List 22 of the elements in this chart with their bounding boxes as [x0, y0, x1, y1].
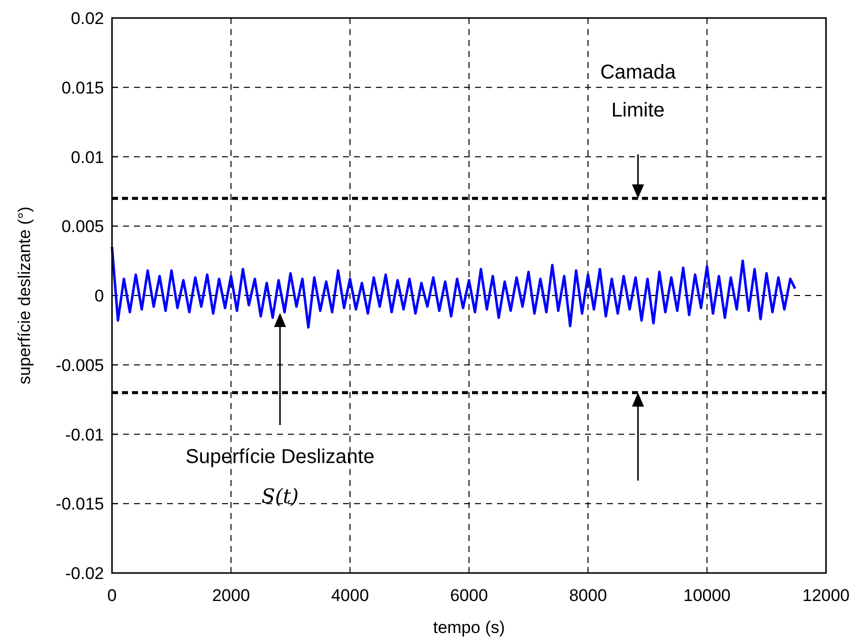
x-tick-label: 8000 [569, 586, 607, 605]
annotation: Superfície Deslizante [186, 446, 374, 468]
y-tick-label: 0.01 [70, 148, 104, 167]
y-tick-label: -0.015 [56, 494, 104, 514]
y-tick-label: 0.015 [61, 78, 104, 98]
y-tick-label: -0.005 [56, 356, 104, 375]
y-tick-label: 0.005 [61, 217, 104, 236]
x-tick-label: 12000 [802, 586, 850, 605]
x-tick-label: 6000 [450, 586, 488, 605]
x-axis-title: tempo (s) [433, 618, 505, 637]
x-tick-label: 0 [107, 586, 117, 605]
x-tick-label: 10000 [683, 586, 731, 605]
line-series [110, 246, 796, 329]
x-tick-label: 2000 [212, 586, 250, 605]
y-tick-label: -0.01 [65, 425, 104, 444]
x-tick-label: 4000 [331, 586, 369, 605]
annotation: Camada Limite [600, 61, 677, 122]
annotation: S(t) [261, 484, 299, 508]
y-tick-label: 0 [94, 286, 104, 306]
y-tick-label: 0.02 [70, 9, 104, 28]
y-axis-title: superfície deslizante (°) [15, 206, 34, 384]
y-tick-label: -0.02 [65, 564, 104, 583]
